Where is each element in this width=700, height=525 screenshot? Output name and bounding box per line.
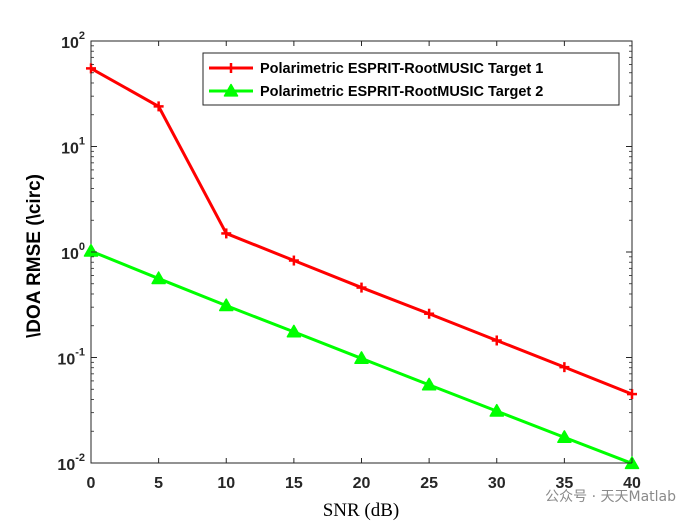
- x-tick-label: 35: [555, 475, 573, 492]
- y-tick-label: 10-1: [57, 347, 85, 369]
- data-point: [489, 403, 504, 417]
- data-point: [219, 298, 234, 312]
- series-1: [86, 63, 637, 400]
- y-tick-label: 10-2: [57, 452, 85, 474]
- data-point: [86, 63, 96, 74]
- legend-label: Polarimetric ESPRIT-RootMUSIC Target 2: [260, 84, 543, 100]
- data-point: [221, 228, 232, 239]
- series-layer: [83, 63, 640, 470]
- x-tick-label: 0: [87, 475, 96, 492]
- data-point: [286, 324, 302, 338]
- data-point: [559, 362, 570, 373]
- data-point: [424, 308, 435, 319]
- data-point: [151, 271, 166, 285]
- x-tick-label: 10: [217, 475, 235, 492]
- y-tick-label: 102: [61, 30, 85, 52]
- y-axis-label: \DOA RMSE (\circ): [24, 174, 45, 338]
- data-point: [356, 282, 367, 293]
- ticks-layer: 0 5 10 15 20 25 30 35 40 10-2 10-1 100 101 102: [57, 30, 641, 492]
- x-tick-label: 25: [420, 475, 438, 492]
- x-axis-label: SNR (dB): [323, 500, 400, 521]
- data-point: [288, 255, 299, 266]
- y-tick-label: 101: [61, 136, 85, 158]
- legend-entry: Polarimetric ESPRIT-RootMUSIC Target 2: [209, 83, 543, 100]
- x-tick-label: 40: [623, 475, 641, 492]
- data-point: [491, 335, 502, 346]
- legend-box: [202, 52, 620, 106]
- plot-frame: [90, 40, 633, 464]
- legend-marker: [223, 83, 239, 97]
- x-tick-label: 20: [353, 475, 371, 492]
- series-2: [83, 243, 640, 470]
- plot-area: [90, 40, 633, 464]
- x-tick-label: 30: [488, 475, 506, 492]
- legend-label: Polarimetric ESPRIT-RootMUSIC Target 1: [260, 61, 543, 77]
- legend: Polarimetric ESPRIT-RootMUSIC Target 1 Po…: [202, 52, 620, 106]
- data-point: [627, 389, 637, 400]
- legend-entry: Polarimetric ESPRIT-RootMUSIC Target 1: [209, 61, 543, 77]
- data-point: [354, 351, 369, 365]
- legend-marker: [226, 63, 236, 73]
- x-tick-label: 5: [154, 475, 163, 492]
- data-point: [83, 243, 99, 257]
- data-point: [421, 377, 437, 391]
- y-tick-label: 100: [61, 241, 85, 263]
- data-point: [153, 101, 164, 112]
- data-point: [557, 430, 572, 443]
- watermark-text: 公众号 · 天天Matlab: [545, 489, 676, 505]
- x-tick-label: 15: [285, 475, 303, 492]
